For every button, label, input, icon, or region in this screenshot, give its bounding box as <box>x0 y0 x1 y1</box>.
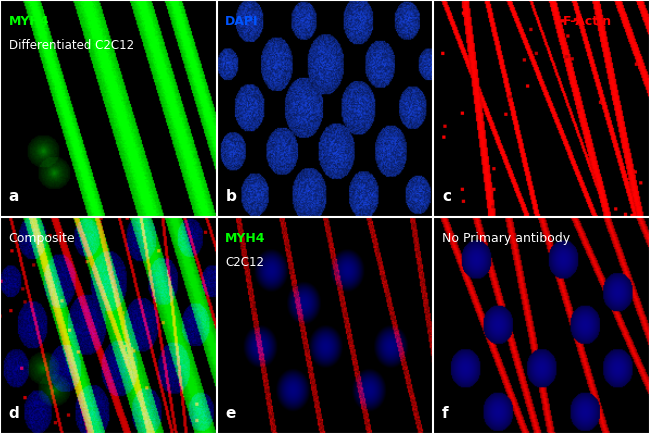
Text: a: a <box>8 189 19 204</box>
Text: MYH4: MYH4 <box>8 15 49 28</box>
Text: MYH4: MYH4 <box>226 232 266 245</box>
Text: f: f <box>442 406 448 421</box>
Text: No Primary antibody: No Primary antibody <box>442 232 570 245</box>
Text: DAPI: DAPI <box>226 15 259 28</box>
Text: c: c <box>442 189 451 204</box>
Text: F-Actin: F-Actin <box>564 15 612 28</box>
Text: d: d <box>8 406 20 421</box>
Text: Differentiated C2C12: Differentiated C2C12 <box>8 39 134 52</box>
Text: e: e <box>226 406 236 421</box>
Text: Composite: Composite <box>8 232 75 245</box>
Text: b: b <box>226 189 236 204</box>
Text: C2C12: C2C12 <box>226 256 265 269</box>
